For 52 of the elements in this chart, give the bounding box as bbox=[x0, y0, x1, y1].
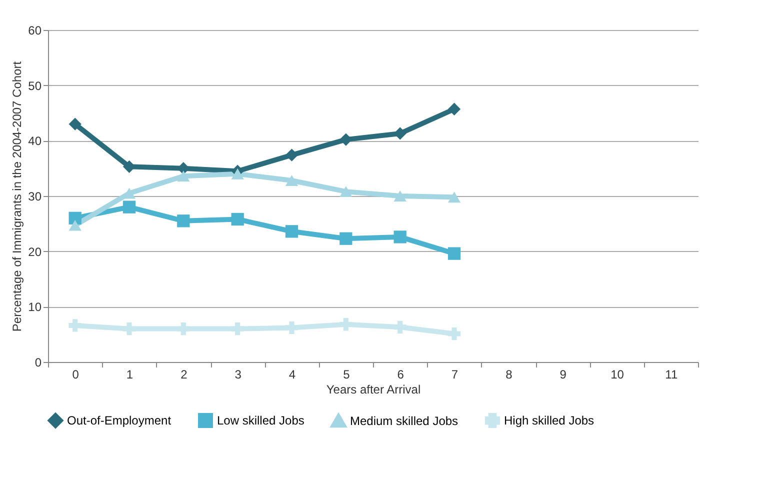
point bbox=[68, 319, 82, 332]
y-tick-label: 10 bbox=[28, 300, 42, 314]
y-tick-label: 0 bbox=[34, 356, 42, 370]
y-tick-label: 50 bbox=[28, 78, 42, 93]
point bbox=[448, 102, 461, 116]
point bbox=[68, 220, 82, 231]
point bbox=[231, 168, 244, 180]
point bbox=[448, 327, 461, 340]
point bbox=[448, 247, 461, 260]
point bbox=[394, 190, 406, 202]
point bbox=[231, 322, 244, 336]
point bbox=[394, 230, 406, 244]
x-tick-label: 7 bbox=[451, 368, 458, 382]
point bbox=[340, 318, 352, 331]
x-tick-label: 6 bbox=[397, 368, 404, 382]
x-tick-label: 9 bbox=[560, 368, 567, 382]
x-tick-label: 8 bbox=[506, 368, 513, 382]
legend-label: Medium skilled Jobs bbox=[350, 414, 458, 428]
point bbox=[285, 321, 298, 334]
legend-label: High skilled Jobs bbox=[504, 414, 594, 428]
point bbox=[394, 320, 406, 334]
point bbox=[231, 212, 244, 226]
point bbox=[177, 322, 190, 336]
x-tick-label: 11 bbox=[665, 368, 678, 382]
point bbox=[448, 192, 461, 203]
x-tick-label: 3 bbox=[234, 368, 242, 382]
y-tick-label: 20 bbox=[28, 244, 42, 259]
x-tick-label: 2 bbox=[180, 368, 188, 382]
point bbox=[285, 148, 298, 162]
point bbox=[285, 225, 298, 238]
x-tick-label: 0 bbox=[72, 368, 80, 382]
point bbox=[285, 175, 298, 186]
point bbox=[177, 170, 190, 182]
point bbox=[68, 212, 82, 224]
y-tick-label: 60 bbox=[28, 24, 42, 38]
x-tick-label: 4 bbox=[288, 368, 296, 382]
x-tick-label: 5 bbox=[343, 368, 350, 382]
point bbox=[122, 322, 136, 336]
y-tick-label: 30 bbox=[28, 190, 42, 204]
point bbox=[340, 186, 352, 198]
y-axis-title: Percentage of Immigrants in the 2004-2007 Cohort bbox=[10, 60, 24, 332]
legend-label: Low skilled Jobs bbox=[217, 414, 304, 428]
point bbox=[177, 214, 190, 228]
legend-label: Out-of-Employment bbox=[67, 414, 172, 428]
point bbox=[68, 118, 82, 130]
x-tick-label: 10 bbox=[610, 368, 624, 382]
point bbox=[340, 232, 352, 245]
point bbox=[122, 188, 136, 199]
point bbox=[122, 200, 136, 214]
x-axis-title: Years after Arrival bbox=[326, 382, 421, 396]
x-tick-label: 1 bbox=[126, 368, 134, 382]
y-tick-label: 40 bbox=[28, 134, 42, 148]
